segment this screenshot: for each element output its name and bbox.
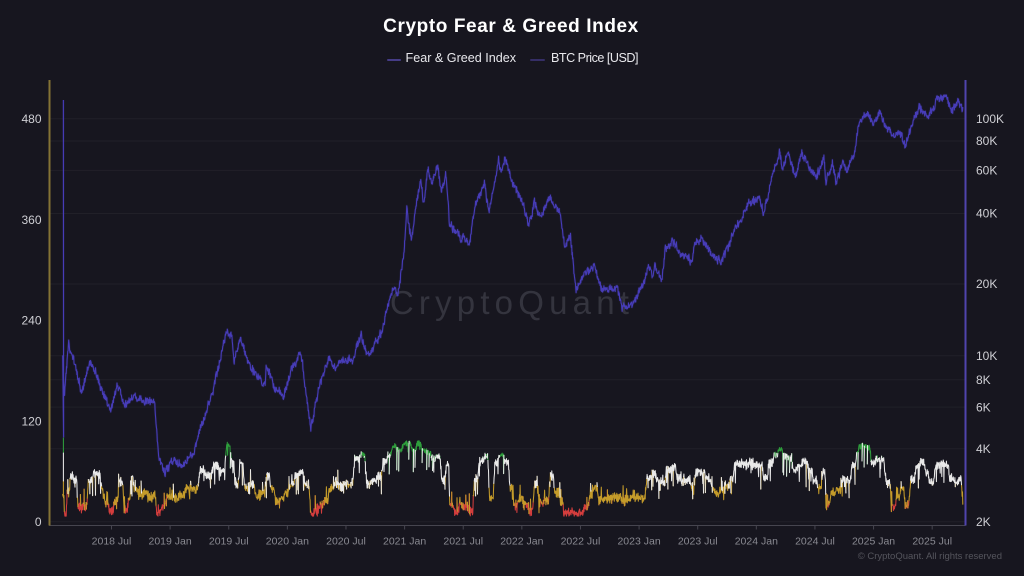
svg-text:2021 Jul: 2021 Jul (443, 536, 483, 548)
svg-text:2K: 2K (976, 515, 991, 529)
svg-text:2023 Jul: 2023 Jul (678, 536, 718, 548)
svg-text:CryptoQuant: CryptoQuant (390, 284, 634, 321)
svg-text:2025 Jul: 2025 Jul (912, 536, 952, 548)
svg-text:0: 0 (35, 515, 42, 529)
svg-text:2025 Jan: 2025 Jan (852, 536, 895, 548)
svg-text:2019 Jan: 2019 Jan (149, 536, 192, 548)
svg-text:6K: 6K (976, 400, 991, 414)
svg-text:480: 480 (21, 112, 41, 126)
svg-text:2019 Jul: 2019 Jul (209, 536, 249, 548)
svg-text:2018 Jul: 2018 Jul (92, 536, 132, 548)
svg-text:2022 Jan: 2022 Jan (500, 536, 543, 548)
svg-text:2023 Jan: 2023 Jan (617, 536, 660, 548)
svg-text:100K: 100K (976, 112, 1004, 126)
svg-text:80K: 80K (976, 134, 997, 148)
svg-text:60K: 60K (976, 164, 997, 178)
svg-text:20K: 20K (976, 277, 997, 291)
svg-text:2022 Jul: 2022 Jul (561, 536, 601, 548)
svg-text:10K: 10K (976, 349, 997, 363)
svg-text:2021 Jan: 2021 Jan (383, 536, 426, 548)
svg-text:360: 360 (21, 213, 41, 227)
svg-text:4K: 4K (976, 442, 991, 456)
svg-text:2020 Jan: 2020 Jan (266, 536, 309, 548)
svg-text:8K: 8K (976, 373, 991, 387)
svg-text:2020 Jul: 2020 Jul (326, 536, 366, 548)
svg-text:40K: 40K (976, 207, 997, 221)
svg-text:240: 240 (21, 314, 41, 328)
svg-text:120: 120 (21, 414, 41, 428)
svg-text:2024 Jul: 2024 Jul (795, 536, 835, 548)
svg-text:2024 Jan: 2024 Jan (735, 536, 778, 548)
